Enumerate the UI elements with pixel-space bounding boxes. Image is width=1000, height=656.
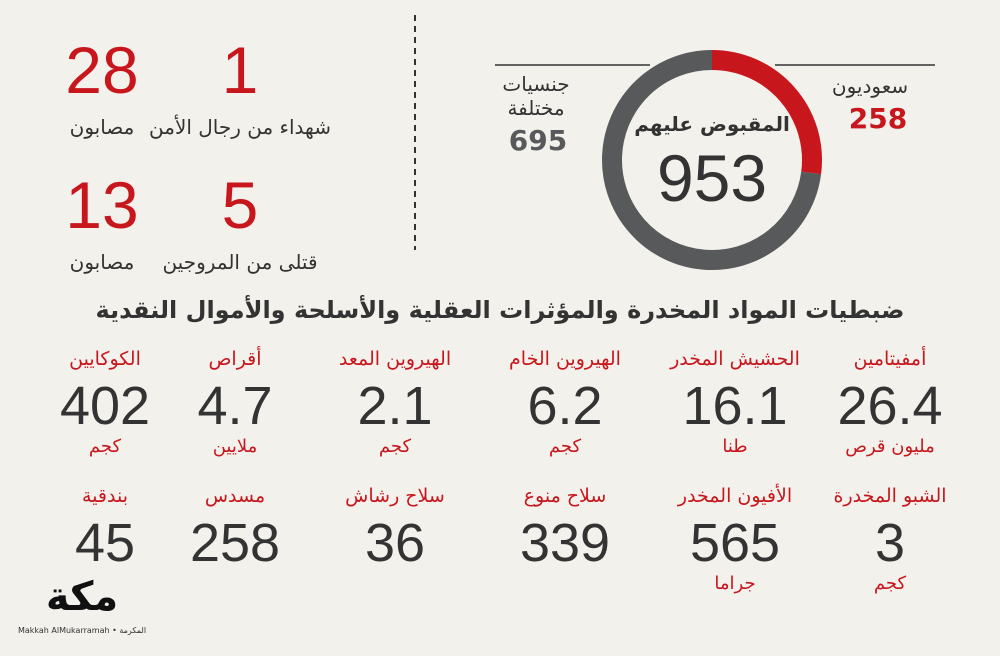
- item-value: 2.1: [357, 376, 433, 436]
- item-label: الشبو المخدرة: [833, 485, 947, 507]
- item-label: بندقية: [82, 485, 128, 507]
- item-label: أقراص: [208, 348, 262, 370]
- item-label: الحشيش المخدر: [670, 348, 800, 370]
- donut-segment: [711, 50, 822, 175]
- item-unit: كجم: [548, 436, 582, 457]
- item-label: أمفيتامين: [853, 348, 927, 370]
- casualty-label: قتلى من المروجين: [162, 250, 318, 274]
- segment-value: 695: [508, 124, 568, 157]
- item-value: 4.7: [197, 376, 273, 436]
- item-value: 45: [74, 513, 136, 573]
- casualty-number: 13: [65, 168, 139, 242]
- item-label: سلاح رشاش: [345, 485, 445, 507]
- item-label: الكوكايين: [69, 348, 141, 370]
- donut-segment: [602, 50, 822, 270]
- donut-chart: [414, 15, 935, 270]
- item-label: سلاح منوع: [523, 485, 607, 507]
- section-title: ضبطيات المواد المخدرة والمؤثرات العقلية …: [95, 296, 905, 324]
- total-value: 953: [656, 141, 768, 215]
- item-value: 36: [364, 513, 426, 573]
- casualty-number: 1: [221, 33, 259, 107]
- casualty-number: 28: [65, 33, 139, 107]
- item-unit: جراما: [714, 573, 756, 594]
- item-value: 3: [874, 513, 906, 573]
- segment-name: سعوديون: [831, 74, 909, 98]
- item-value: 339: [519, 513, 611, 573]
- item-label: مسدس: [204, 485, 266, 507]
- casualty-label: مصابون: [69, 115, 135, 139]
- item-unit: كجم: [873, 573, 907, 594]
- item-unit: كجم: [378, 436, 412, 457]
- item-value: 402: [59, 376, 151, 436]
- item-label: الهيروين المعد: [338, 348, 452, 370]
- item-unit: مليون قرص: [845, 436, 935, 457]
- segment-name: جنسيات مختلفة: [502, 72, 570, 120]
- casualty-number: 5: [221, 168, 259, 242]
- item-value: 6.2: [527, 376, 603, 436]
- item-unit: طنا: [722, 436, 748, 457]
- total-label: المقبوض عليهم: [634, 112, 790, 136]
- item-unit: ملايين: [212, 436, 258, 457]
- segment-value: 258: [848, 102, 908, 135]
- casualty-label: شهداء من رجال الأمن: [149, 115, 331, 139]
- item-value: 565: [689, 513, 781, 573]
- logo-subtitle: Makkah AlMukarramah • المكرمة: [17, 626, 147, 635]
- item-value: 258: [189, 513, 281, 573]
- item-label: الأفيون المخدر: [677, 485, 793, 507]
- item-label: الهيروين الخام: [509, 348, 621, 370]
- logo: مكة: [45, 574, 119, 620]
- item-value: 26.4: [837, 376, 943, 436]
- item-value: 16.1: [682, 376, 788, 436]
- item-unit: كجم: [88, 436, 122, 457]
- casualty-label: مصابون: [69, 250, 135, 274]
